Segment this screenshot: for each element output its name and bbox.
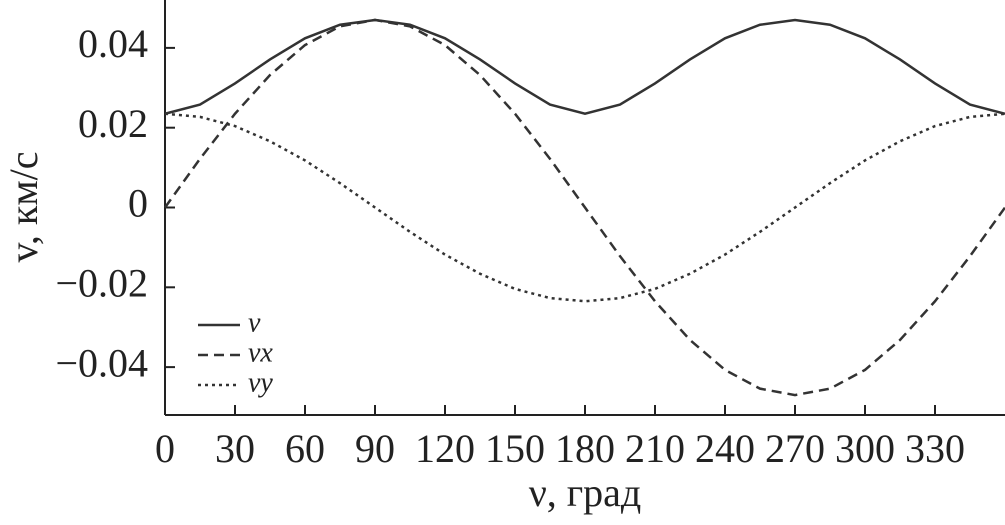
y-tick-label: −0.04 (55, 340, 148, 385)
y-axis-title: v, км/с (1, 151, 46, 262)
x-tick-label: 0 (155, 426, 175, 471)
x-tick-label: 300 (835, 426, 895, 471)
x-tick-label: 270 (765, 426, 825, 471)
y-tick-label: 0 (128, 181, 148, 226)
x-tick-label: 180 (555, 426, 615, 471)
x-tick-label: 60 (285, 426, 325, 471)
x-tick-label: 90 (355, 426, 395, 471)
x-axis-title: ν, град (529, 470, 642, 515)
x-tick-label: 30 (215, 426, 255, 471)
x-tick-label: 330 (905, 426, 965, 471)
x-tick-label: 120 (415, 426, 475, 471)
series-line (163, 18, 1005, 397)
y-tick-label: −0.02 (55, 260, 148, 305)
x-tick-label: 240 (695, 426, 755, 471)
legend-label: v (248, 307, 261, 338)
series-line (164, 112, 1005, 303)
y-tick-label: 0.04 (78, 21, 148, 66)
x-tick-label: 150 (485, 426, 545, 471)
y-tick-label: 0.02 (78, 101, 148, 146)
legend-label: vx (248, 337, 273, 368)
x-tick-label: 210 (625, 426, 685, 471)
legend-label: vy (248, 367, 273, 398)
series-line (164, 18, 1005, 116)
